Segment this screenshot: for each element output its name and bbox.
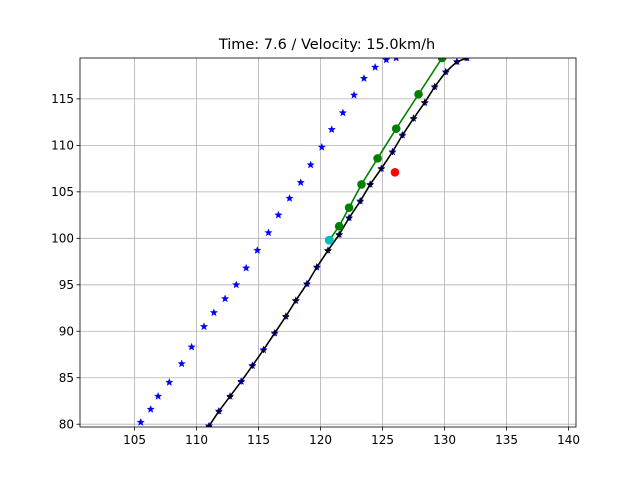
predicted-trajectory-point bbox=[357, 180, 366, 189]
x-tick-label: 125 bbox=[371, 433, 394, 447]
reference-path-point bbox=[367, 181, 374, 188]
x-tick-label: 140 bbox=[557, 433, 580, 447]
y-tick-label: 105 bbox=[51, 185, 74, 199]
left-boundary-point bbox=[349, 90, 359, 99]
reference-path-point bbox=[357, 198, 364, 205]
left-boundary-point bbox=[232, 280, 241, 289]
reference-path-point bbox=[378, 165, 385, 172]
reference-path-point bbox=[303, 280, 310, 287]
reference-path-point bbox=[292, 297, 299, 304]
reference-path-point bbox=[271, 330, 278, 337]
reference-path-point bbox=[313, 264, 320, 271]
left-boundary-point bbox=[306, 160, 315, 169]
reference-path-point bbox=[260, 346, 267, 353]
y-tick-label: 90 bbox=[59, 325, 74, 339]
y-tick-label: 85 bbox=[59, 371, 74, 385]
x-tick-label: 130 bbox=[433, 433, 456, 447]
left-boundary-point bbox=[274, 210, 283, 219]
x-tick-label: 120 bbox=[309, 433, 332, 447]
reference-path-point bbox=[336, 231, 343, 238]
reference-path-point bbox=[227, 393, 234, 400]
reference-path-point bbox=[282, 313, 289, 320]
left-boundary-point bbox=[359, 74, 369, 82]
vehicle-point bbox=[324, 235, 334, 245]
x-tick-label: 110 bbox=[185, 433, 208, 447]
left-boundary-point bbox=[382, 58, 391, 64]
predicted-trajectory-point bbox=[334, 221, 344, 231]
predicted-trajectory-point bbox=[344, 203, 354, 212]
plot-frame bbox=[79, 57, 577, 428]
left-boundary-point bbox=[393, 58, 399, 62]
reference-path-point bbox=[463, 58, 470, 61]
reference-path-point bbox=[205, 423, 212, 427]
left-boundary-point bbox=[165, 378, 174, 386]
data-layer bbox=[136, 58, 470, 427]
left-boundary-point bbox=[220, 294, 230, 303]
target-point bbox=[390, 168, 400, 177]
x-tick-label: 135 bbox=[495, 433, 518, 447]
predicted-trajectory-point bbox=[373, 154, 382, 163]
reference-path-point bbox=[410, 115, 417, 122]
reference-path-point bbox=[389, 148, 396, 155]
reference-path-point bbox=[421, 99, 428, 106]
predicted-trajectory-point bbox=[391, 124, 401, 133]
left-boundary-point bbox=[209, 308, 219, 317]
reference-path-point bbox=[442, 68, 449, 75]
y-tick-label: 80 bbox=[59, 418, 74, 432]
left-boundary-point bbox=[264, 228, 273, 237]
left-boundary-point bbox=[242, 263, 251, 272]
predicted-trajectory-point bbox=[414, 89, 423, 99]
left-boundary-point bbox=[296, 178, 305, 187]
reference-path-point bbox=[399, 132, 406, 139]
left-boundary-point bbox=[153, 391, 163, 400]
reference-path-point bbox=[325, 247, 331, 254]
left-boundary-point bbox=[187, 342, 196, 351]
reference-path-point bbox=[215, 408, 222, 415]
left-boundary-point bbox=[146, 404, 155, 413]
left-boundary-point bbox=[136, 417, 145, 426]
x-tick-label: 105 bbox=[123, 433, 146, 447]
left-boundary-point bbox=[253, 246, 262, 254]
y-tick-label: 115 bbox=[51, 92, 74, 106]
left-boundary-point bbox=[285, 193, 294, 202]
reference-path-point bbox=[346, 214, 353, 221]
predicted-trajectory-point bbox=[437, 58, 447, 63]
left-boundary-point bbox=[177, 359, 186, 368]
y-tick-label: 110 bbox=[51, 139, 74, 153]
chart-title: Time: 7.6 / Velocity: 15.0km/h bbox=[218, 37, 435, 53]
reference-path-point bbox=[431, 83, 438, 90]
y-tick-label: 100 bbox=[51, 232, 74, 246]
left-boundary-point bbox=[199, 322, 209, 331]
x-tick-label: 115 bbox=[247, 433, 270, 447]
axis-ticks: 105 110 115 120 125 130 135 140 80 85 90 95 100 105 11… bbox=[51, 92, 580, 447]
reference-path-point bbox=[453, 58, 460, 65]
left-boundary-point bbox=[370, 62, 380, 71]
left-boundary-point bbox=[317, 142, 326, 151]
grid-lines bbox=[80, 58, 576, 427]
left-boundary-point bbox=[327, 125, 336, 134]
reference-path-point bbox=[238, 378, 245, 385]
left-boundary-point bbox=[338, 108, 348, 117]
reference-path-point bbox=[249, 362, 256, 369]
y-tick-label: 95 bbox=[59, 278, 74, 292]
